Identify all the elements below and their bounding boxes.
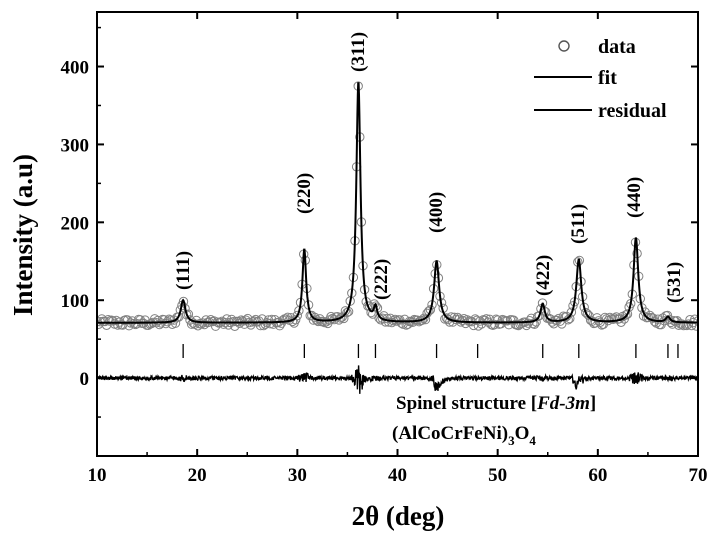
- legend-residual-label: residual: [598, 100, 667, 122]
- peak-label: (220): [294, 173, 315, 214]
- peak-label: (440): [624, 177, 645, 218]
- annotation-formula: (AlCoCrFeNi): [392, 423, 508, 444]
- legend-fit-label: fit: [598, 67, 617, 89]
- peak-label: (311): [348, 32, 369, 72]
- x-tick-label: 20: [188, 465, 207, 486]
- x-tick-label: 70: [689, 465, 708, 486]
- x-tick-label: 50: [488, 465, 507, 486]
- peak-label: (531): [664, 262, 685, 303]
- y-tick-label: 0: [80, 369, 90, 390]
- annotation-suffix: ]: [590, 393, 596, 414]
- peak-label: (400): [426, 192, 447, 233]
- x-tick-label: 30: [288, 465, 307, 486]
- peak-label: (422): [533, 255, 554, 296]
- legend-data-label: data: [598, 36, 636, 58]
- peak-label: (511): [568, 204, 589, 244]
- x-tick-label: 60: [588, 465, 607, 486]
- y-tick-label: 200: [61, 213, 90, 234]
- y-axis-title: Intensity (a.u): [8, 154, 38, 316]
- annotation-space-group: Fd-3m: [536, 393, 590, 414]
- annotation-sub-4: 4: [529, 433, 536, 448]
- y-tick-label: 400: [61, 58, 90, 79]
- annotation-line1: Spinel structure [Fd-3m]: [396, 393, 596, 414]
- peak-label: (222): [371, 259, 392, 300]
- x-axis-title: 2θ (deg): [352, 501, 445, 531]
- x-tick-label: 10: [88, 465, 107, 486]
- annotation-oxygen: O: [515, 423, 530, 444]
- peak-label: (111): [173, 251, 194, 290]
- y-tick-label: 300: [61, 135, 90, 156]
- y-tick-label: 100: [61, 291, 90, 312]
- annotation-prefix: Spinel structure [: [396, 393, 537, 414]
- x-tick-label: 40: [388, 465, 407, 486]
